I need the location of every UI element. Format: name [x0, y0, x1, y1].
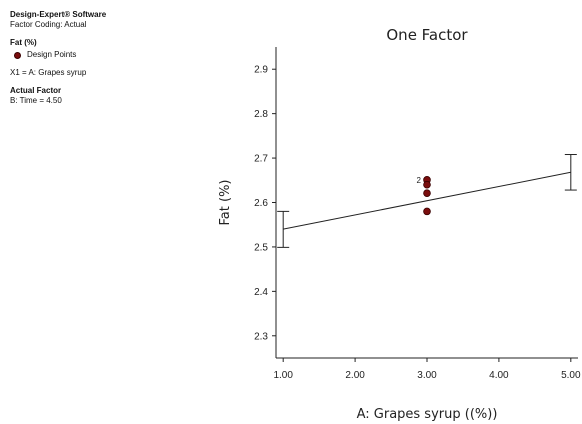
- y-tick-label: 2.4: [254, 287, 268, 298]
- plot-area: 2.3 2.4 2.5 2.6 2.7 2.8 2.9 1.00 2.00 3.00 4.00 5.0…: [254, 47, 581, 381]
- y-tick-label: 2.5: [254, 242, 268, 253]
- y-tick-label: 2.3: [254, 331, 268, 342]
- actual-factor-value: B: Time = 4.50: [10, 96, 62, 105]
- y-tick-label: 2.7: [254, 154, 268, 165]
- x-tick-label: 2.00: [345, 370, 365, 381]
- y-tick-label: 2.8: [254, 109, 268, 120]
- design-point-marker-icon: [14, 51, 21, 59]
- y-tick-label: 2.9: [254, 65, 268, 76]
- chart-title: One Factor: [386, 26, 468, 44]
- actual-factor-header: Actual Factor: [10, 86, 62, 95]
- y-tick-label: 2.6: [254, 198, 268, 209]
- legend-design-points: Design Points: [10, 50, 106, 60]
- y-axis-title: Fat (%): [218, 180, 233, 226]
- fit-line: [283, 171, 571, 230]
- design-point: [423, 180, 431, 189]
- legend-label: Design Points: [27, 50, 77, 59]
- response-name: Fat (%): [10, 38, 37, 47]
- software-name: Design-Expert® Software: [10, 10, 107, 19]
- point-count-annotation: 2: [417, 176, 422, 185]
- info-panel: Design-Expert® Software Factor Coding: A…: [10, 10, 106, 106]
- x-axis-title: A: Grapes syrup ((%)): [357, 407, 498, 422]
- x-tick-label: 4.00: [489, 370, 509, 381]
- x-tick-label: 1.00: [273, 370, 293, 381]
- x-tick-label: 5.00: [561, 370, 581, 381]
- factor-coding: Factor Coding: Actual: [10, 20, 87, 29]
- x1-definition: X1 = A: Grapes syrup: [10, 68, 87, 77]
- design-point: [423, 189, 431, 197]
- x-tick-label: 3.00: [417, 370, 437, 381]
- design-point: [423, 207, 431, 216]
